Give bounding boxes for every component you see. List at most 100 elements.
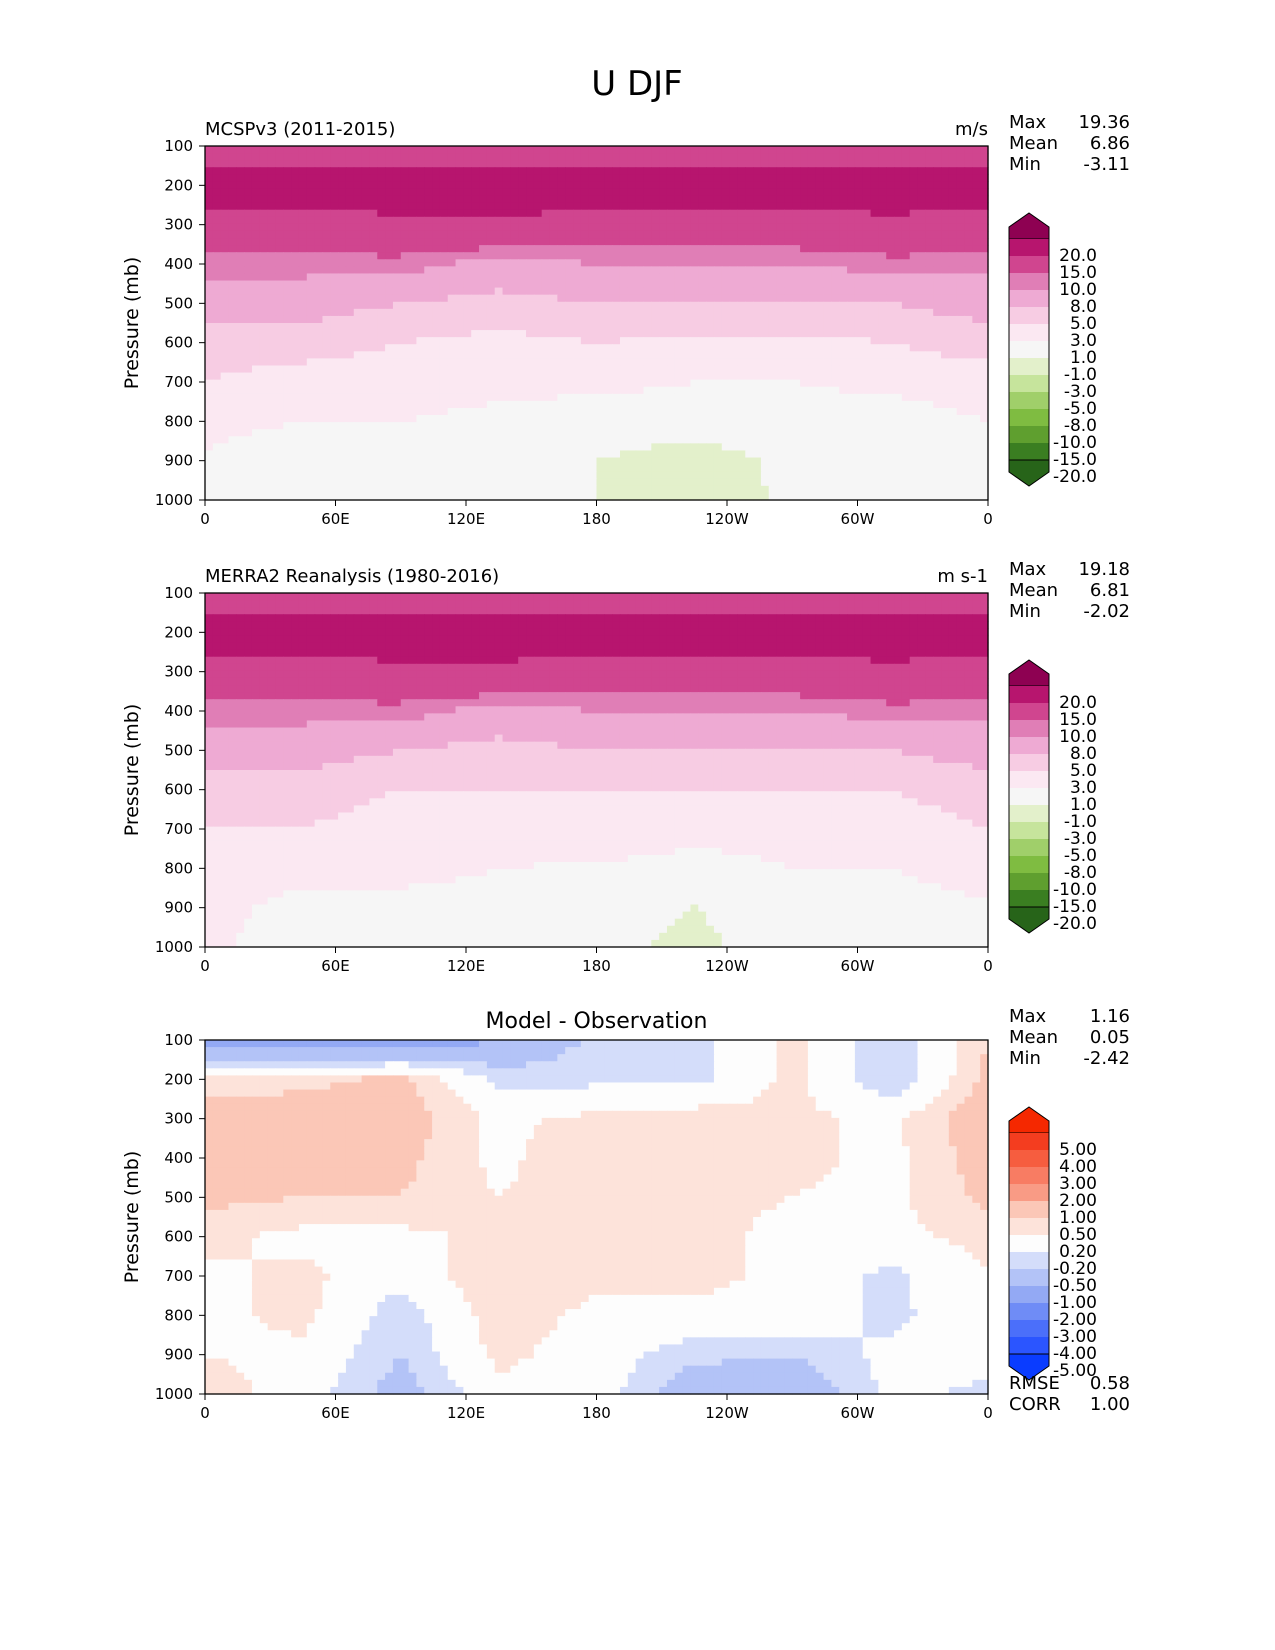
contour-cell: [314, 422, 324, 430]
contour-cell: [682, 301, 692, 310]
contour-cell: [244, 160, 253, 168]
contour-cell: [721, 337, 731, 345]
contour-cell: [565, 294, 574, 303]
contour-cell: [541, 358, 551, 367]
contour-cell: [510, 195, 519, 204]
contour-cell: [267, 315, 277, 324]
contour-cell: [604, 167, 613, 175]
contour-cell: [298, 450, 308, 459]
contour-cell: [408, 393, 418, 402]
contour-cell: [526, 337, 535, 345]
contour-cell: [886, 301, 895, 310]
contour-cell: [565, 315, 574, 324]
contour-cell: [745, 492, 754, 501]
contour-cell: [706, 223, 715, 232]
contour-cell: [760, 365, 770, 374]
contour-cell: [839, 287, 848, 296]
contour-cell: [815, 330, 825, 338]
contour-cell: [408, 146, 418, 154]
contour-cell: [275, 146, 284, 154]
contour-cell: [972, 443, 981, 452]
contour-cell: [494, 337, 504, 345]
contour-cell: [659, 379, 668, 388]
contour-cell: [901, 280, 911, 289]
contour-cell: [447, 287, 457, 296]
contour-cell: [698, 174, 707, 182]
contour-cell: [917, 471, 926, 480]
contour-cell: [917, 301, 926, 310]
contour-cell: [314, 464, 324, 473]
contour-cell: [455, 259, 464, 267]
contour-cell: [541, 280, 551, 289]
contour-cell: [205, 181, 214, 190]
contour-cell: [933, 492, 942, 501]
contour-cell: [800, 294, 809, 303]
contour-cell: [768, 230, 778, 239]
contour-cell: [479, 188, 488, 197]
contour-cell: [338, 167, 347, 175]
contour-cell: [635, 443, 645, 452]
contour-cell: [494, 181, 504, 190]
contour-cell: [338, 315, 347, 324]
contour-cell: [604, 400, 613, 409]
contour-cell: [659, 259, 668, 267]
contour-cell: [353, 485, 363, 494]
contour-cell: [220, 287, 230, 296]
contour-cell: [925, 259, 934, 267]
contour-cell: [659, 188, 668, 197]
contour-cell: [964, 216, 973, 225]
contour-cell: [823, 365, 832, 374]
contour-cell: [408, 478, 418, 487]
contour-cell: [839, 344, 848, 352]
contour-cell: [847, 464, 856, 473]
contour-cell: [972, 188, 981, 197]
contour-cell: [870, 294, 879, 303]
contour-cell: [361, 464, 371, 473]
contour-cell: [674, 365, 684, 374]
contour-cell: [416, 471, 425, 480]
contour-cell: [510, 330, 519, 338]
contour-cell: [901, 485, 911, 494]
contour-cell: [471, 393, 480, 402]
contour-cell: [956, 429, 966, 437]
contour-cell: [244, 252, 253, 260]
contour-cell: [580, 146, 590, 154]
contour-cell: [228, 308, 237, 317]
contour-cell: [659, 315, 668, 324]
contour-cell: [659, 280, 668, 289]
contour-cell: [565, 478, 574, 487]
contour-cell: [721, 422, 731, 430]
contour-cell: [941, 301, 950, 310]
contour-cell: [244, 415, 253, 423]
contour-cell: [745, 478, 754, 487]
contour-cell: [886, 181, 895, 190]
contour-cell: [847, 181, 856, 190]
contour-cell: [721, 400, 731, 409]
contour-cell: [612, 485, 621, 494]
contour-cell: [815, 167, 825, 175]
contour-cell: [416, 386, 425, 395]
contour-cell: [392, 386, 402, 395]
contour-cell: [557, 153, 566, 161]
contour-cell: [612, 223, 621, 232]
contour-cell: [909, 301, 919, 310]
contour-cell: [901, 429, 911, 437]
contour-cell: [753, 223, 762, 232]
contour-cell: [306, 167, 316, 175]
contour-cell: [878, 202, 887, 211]
contour-cell: [275, 195, 284, 204]
contour-cell: [619, 400, 629, 409]
contour-cell: [980, 223, 989, 232]
contour-cell: [275, 160, 284, 168]
contour-cell: [980, 344, 989, 352]
contour-cell: [909, 365, 919, 374]
contour-cell: [753, 492, 762, 501]
contour-cell: [596, 450, 605, 459]
contour-cell: [980, 330, 989, 338]
contour-cell: [831, 223, 840, 232]
contour-cell: [862, 245, 872, 253]
contour-cell: [651, 209, 660, 218]
contour-cell: [533, 195, 543, 204]
contour-cell: [463, 330, 472, 338]
contour-cell: [424, 259, 433, 267]
